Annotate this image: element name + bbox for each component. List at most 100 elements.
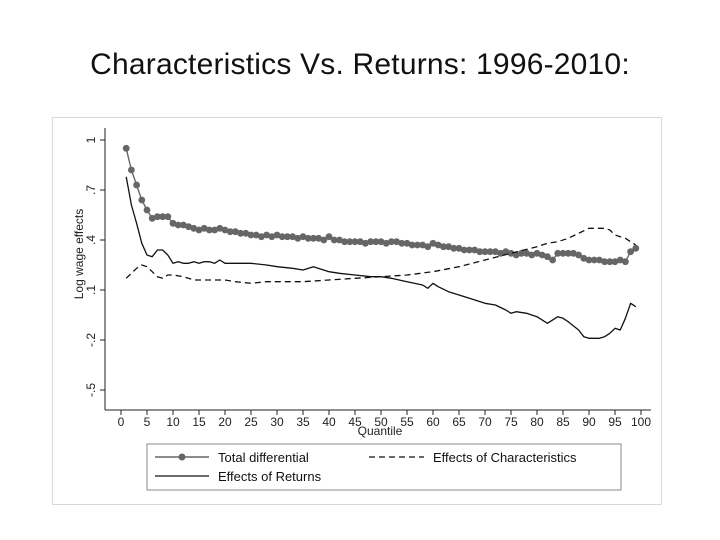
data-point [169, 219, 177, 227]
series-line-effects-of-returns [125, 176, 637, 339]
data-point [143, 206, 151, 214]
x-tick-label: 100 [631, 415, 651, 429]
data-point [382, 239, 390, 247]
y-axis-title: Log wage effects [72, 209, 86, 300]
data-point [403, 239, 411, 247]
data-point [133, 181, 140, 189]
data-point [216, 224, 224, 232]
data-point [440, 243, 447, 251]
data-point [325, 233, 333, 241]
data-point [570, 249, 577, 257]
data-point [200, 224, 208, 232]
data-point [190, 224, 198, 232]
data-point [289, 233, 296, 241]
data-point [533, 249, 541, 257]
data-point [351, 238, 359, 246]
data-point [393, 238, 400, 246]
legend-label-effects-of-characteristics: Effects of Characteristics [433, 450, 577, 465]
legend-item-total-differential: Total differential [155, 450, 309, 465]
x-tick-label: 55 [400, 415, 414, 429]
data-point [502, 248, 510, 256]
x-tick-label: 30 [270, 415, 284, 429]
x-tick-label: 45 [348, 415, 362, 429]
data-point [445, 243, 452, 251]
data-point [466, 246, 473, 254]
data-point [315, 234, 322, 242]
data-point [174, 221, 182, 229]
data-point [232, 228, 239, 236]
legend-item-effects-of-characteristics: Effects of Characteristics [369, 450, 577, 465]
data-point [159, 213, 166, 221]
chart-frame: -.5 -.2.1.4.7 1 0 5 10 15 20 25 30 35 40 45 50 55 60 65 7… [52, 117, 662, 505]
data-point [263, 231, 270, 239]
data-point [180, 221, 187, 229]
data-point [356, 238, 364, 246]
data-point [601, 258, 608, 266]
series-effects-of-returns [125, 176, 637, 339]
data-point [622, 258, 629, 266]
slide-title: Characteristics Vs. Returns: 1996-2010: [90, 48, 630, 81]
data-point [330, 236, 338, 244]
line-chart: -.5-.2.1.4.710 5 10 15 20 25 30 35 40 45 50 55 60 65 7… [72, 128, 651, 491]
x-axis-title: Quantile [358, 424, 403, 438]
data-point [575, 251, 582, 259]
data-point [408, 241, 416, 249]
x-tick-label: 40 [322, 415, 336, 429]
data-point [450, 244, 458, 252]
x-tick-label: 95 [608, 415, 622, 429]
y-tick-label: .1 [84, 285, 98, 295]
data-point [512, 251, 520, 259]
data-point [341, 238, 348, 246]
data-point [616, 256, 624, 264]
data-point [185, 223, 193, 231]
data-point [538, 251, 546, 259]
data-point [507, 249, 515, 257]
data-point [419, 241, 426, 249]
data-point [429, 239, 437, 247]
data-point [362, 239, 369, 247]
data-point [164, 213, 172, 221]
data-point [528, 251, 536, 259]
data-point [258, 233, 265, 241]
data-point [226, 228, 234, 236]
legend-item-effects-of-returns: Effects of Returns [155, 469, 322, 484]
data-point [606, 258, 614, 266]
data-point [627, 248, 634, 256]
data-point [122, 144, 130, 152]
data-point [320, 236, 328, 244]
x-tick-label: 60 [426, 415, 440, 429]
legend-marker-total-differential [178, 453, 186, 461]
data-point [128, 166, 135, 174]
data-point [346, 238, 354, 246]
x-tick-label: 70 [478, 415, 492, 429]
data-point [154, 213, 161, 221]
x-tick-label: 35 [296, 415, 310, 429]
data-point [434, 241, 442, 249]
data-point [304, 234, 312, 242]
legend: Total differential Effects of Characteri… [146, 443, 622, 491]
y-tick-label: -.2 [84, 333, 98, 347]
x-tick-label: 25 [244, 415, 258, 429]
data-point [585, 256, 593, 264]
data-point [284, 233, 291, 241]
data-point [299, 233, 307, 241]
series-total-differential [122, 144, 640, 266]
data-point [492, 248, 499, 256]
data-point [455, 244, 463, 252]
data-point [564, 249, 572, 257]
data-point [414, 241, 421, 249]
data-point [242, 229, 250, 237]
data-point [481, 248, 489, 256]
data-point [632, 244, 640, 252]
series-layer [122, 144, 640, 339]
y-tick-label: .7 [84, 185, 98, 195]
y-tick-label: -.5 [84, 383, 98, 397]
x-tick-label: 15 [192, 415, 206, 429]
data-point [590, 256, 598, 264]
y-tick-label: .4 [84, 235, 98, 245]
data-point [268, 233, 276, 241]
x-tick-label: 80 [530, 415, 544, 429]
data-point [518, 249, 525, 257]
data-point [424, 243, 432, 251]
data-point [476, 248, 484, 256]
